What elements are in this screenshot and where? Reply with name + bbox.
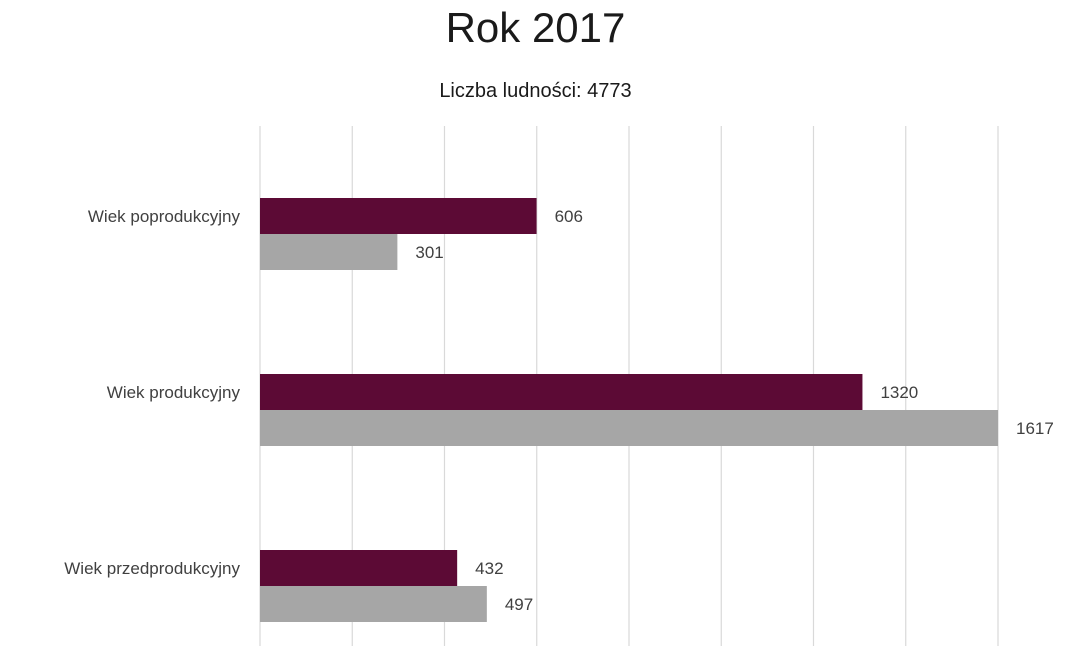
chart-title: Rok 2017: [445, 4, 626, 51]
bar: [260, 550, 458, 586]
bar: [260, 410, 998, 446]
data-label: 497: [505, 595, 533, 614]
category-label: Wiek poprodukcyjny: [88, 207, 241, 226]
bar: [260, 374, 863, 410]
data-label: 606: [555, 207, 583, 226]
data-label: 1320: [880, 383, 918, 402]
bar: [260, 586, 487, 622]
bar: [260, 198, 537, 234]
data-label: 432: [475, 559, 503, 578]
bar: [260, 234, 398, 270]
bars: [260, 198, 998, 622]
data-label: 1617: [1016, 419, 1054, 438]
data-label: 301: [415, 243, 443, 262]
category-label: Wiek przedprodukcyjny: [64, 559, 240, 578]
chart-subtitle: Liczba ludności: 4773: [439, 80, 632, 102]
category-label: Wiek produkcyjny: [107, 383, 241, 402]
category-labels: Wiek poprodukcyjny Wiek produkcyjny Wiek p…: [64, 207, 240, 578]
